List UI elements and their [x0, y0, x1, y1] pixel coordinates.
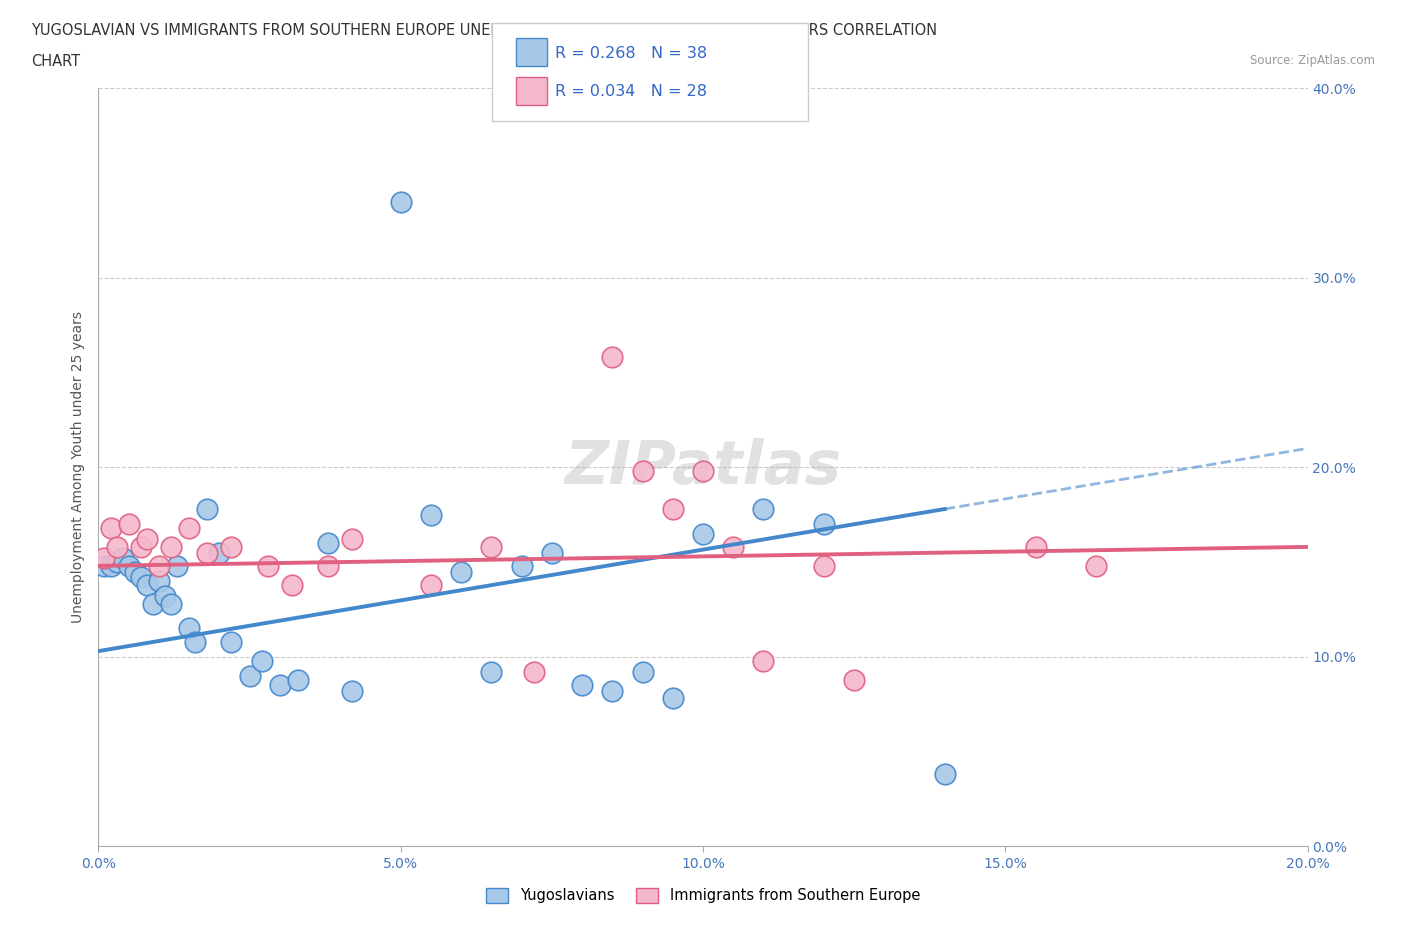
Text: YUGOSLAVIAN VS IMMIGRANTS FROM SOUTHERN EUROPE UNEMPLOYMENT AMONG YOUTH UNDER 25: YUGOSLAVIAN VS IMMIGRANTS FROM SOUTHERN …	[31, 23, 936, 38]
Point	[523, 665, 546, 680]
Point	[481, 665, 503, 680]
Point	[195, 545, 218, 560]
Point	[813, 517, 835, 532]
Point	[602, 684, 624, 698]
Point	[316, 536, 339, 551]
Point	[602, 350, 624, 365]
Point	[135, 532, 157, 547]
Point	[934, 767, 956, 782]
Point	[100, 521, 122, 536]
Text: R = 0.268   N = 38: R = 0.268 N = 38	[555, 46, 707, 60]
Text: R = 0.034   N = 28: R = 0.034 N = 28	[555, 85, 707, 100]
Point	[221, 539, 243, 554]
Text: ZIPatlas: ZIPatlas	[564, 438, 842, 497]
Point	[166, 558, 188, 573]
Point	[93, 558, 115, 573]
Point	[208, 545, 231, 560]
Text: CHART: CHART	[31, 54, 80, 69]
Point	[221, 634, 243, 649]
Point	[256, 558, 278, 573]
Point	[118, 558, 141, 573]
Point	[631, 464, 654, 479]
Point	[692, 464, 714, 479]
Point	[662, 691, 685, 706]
Point	[179, 521, 201, 536]
Point	[287, 672, 309, 687]
Point	[540, 545, 562, 560]
Point	[184, 634, 207, 649]
Point	[316, 558, 339, 573]
Y-axis label: Unemployment Among Youth under 25 years: Unemployment Among Youth under 25 years	[72, 312, 86, 623]
Point	[195, 501, 218, 516]
Point	[1024, 539, 1046, 554]
Point	[100, 558, 122, 573]
Point	[813, 558, 835, 573]
Point	[105, 554, 128, 569]
Point	[124, 565, 146, 579]
Point	[269, 678, 291, 693]
Point	[148, 574, 170, 589]
Point	[111, 551, 134, 565]
Text: Source: ZipAtlas.com: Source: ZipAtlas.com	[1250, 54, 1375, 67]
Point	[160, 596, 183, 611]
Legend: Yugoslavians, Immigrants from Southern Europe: Yugoslavians, Immigrants from Southern E…	[486, 888, 920, 903]
Point	[450, 565, 472, 579]
Point	[129, 539, 152, 554]
Point	[723, 539, 745, 554]
Point	[129, 570, 152, 585]
Point	[389, 194, 412, 209]
Point	[571, 678, 593, 693]
Point	[105, 539, 128, 554]
Point	[342, 532, 364, 547]
Point	[250, 653, 273, 668]
Point	[631, 665, 654, 680]
Point	[153, 589, 176, 604]
Point	[160, 539, 183, 554]
Point	[281, 578, 304, 592]
Point	[752, 653, 775, 668]
Point	[142, 596, 165, 611]
Point	[239, 669, 262, 684]
Point	[148, 558, 170, 573]
Point	[481, 539, 503, 554]
Point	[135, 578, 157, 592]
Point	[844, 672, 866, 687]
Point	[752, 501, 775, 516]
Point	[342, 684, 364, 698]
Point	[662, 501, 685, 516]
Point	[692, 526, 714, 541]
Point	[118, 517, 141, 532]
Point	[179, 621, 201, 636]
Point	[93, 551, 115, 565]
Point	[1085, 558, 1108, 573]
Point	[420, 578, 443, 592]
Point	[420, 507, 443, 522]
Point	[510, 558, 533, 573]
